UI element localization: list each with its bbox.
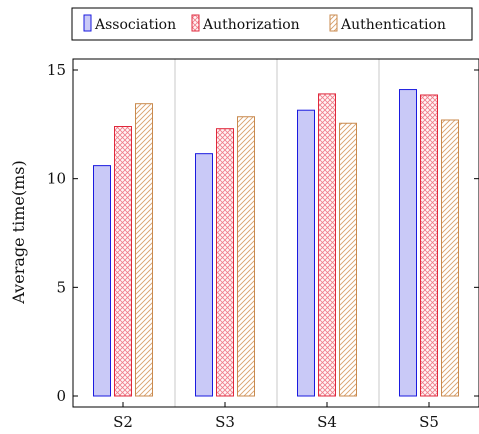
x-axis: S2 S3 S4 S5 xyxy=(113,402,439,431)
bar-authentication-s2 xyxy=(135,103,153,397)
legend-label-authentication: Authentication xyxy=(340,17,446,33)
legend: Association Authorization Authentication xyxy=(71,7,473,41)
y-tick-label: 5 xyxy=(56,278,66,296)
bars xyxy=(93,89,459,397)
bar-authentication-s5 xyxy=(441,119,459,397)
bar-association-s5 xyxy=(399,89,417,397)
legend-swatch-association xyxy=(83,14,92,32)
y-tick-label: 0 xyxy=(56,387,66,405)
y-tick-label: 10 xyxy=(47,170,66,188)
gridlines xyxy=(174,59,380,407)
bar-authorization-s2 xyxy=(114,126,132,397)
bar-association-s3 xyxy=(195,153,213,397)
x-tick-label: S3 xyxy=(215,413,235,431)
legend-label-association: Association xyxy=(94,17,176,33)
legend-box xyxy=(71,7,473,41)
y-axis-label: Average time(ms) xyxy=(9,160,28,304)
bar-authentication-s4 xyxy=(339,122,357,397)
legend-label-authorization: Authorization xyxy=(202,17,300,33)
x-tick-label: S5 xyxy=(419,413,439,431)
legend-swatch-authorization xyxy=(191,14,200,32)
legend-swatch-authentication xyxy=(329,14,338,32)
bar-authorization-s5 xyxy=(420,94,438,397)
y-tick-label: 15 xyxy=(47,61,66,79)
bar-association-s4 xyxy=(297,109,315,397)
bar-association-s2 xyxy=(93,165,111,397)
bar-authorization-s4 xyxy=(318,93,336,397)
bar-authentication-s3 xyxy=(237,116,255,397)
plot-frame xyxy=(72,58,479,408)
x-tick-label: S2 xyxy=(113,413,133,431)
y-axis: 0 5 10 15 xyxy=(47,61,479,405)
bar-authorization-s3 xyxy=(216,128,234,397)
x-tick-label: S4 xyxy=(317,413,337,431)
